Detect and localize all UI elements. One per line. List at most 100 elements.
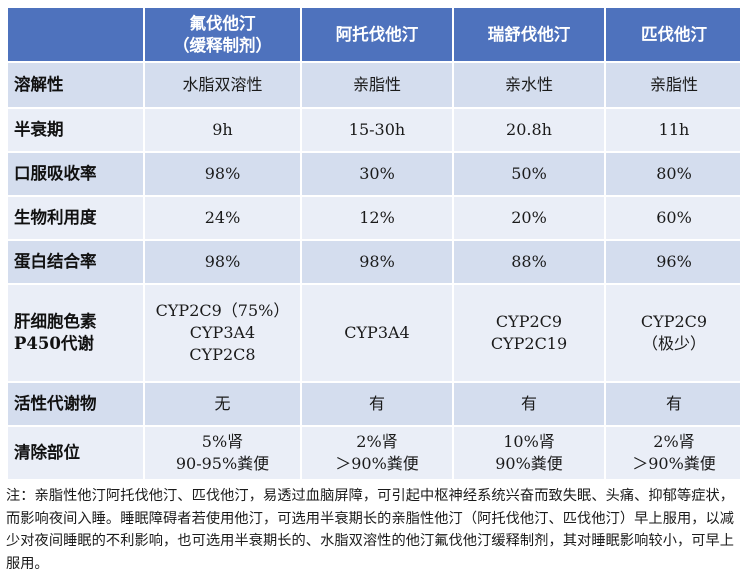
table-cell: 有 [302,383,452,425]
cell-line: 有 [665,394,682,413]
cell-line: 匹伐他汀 [641,24,707,44]
cell-line: 2%肾 [356,432,398,451]
cell-line: 24% [204,208,241,227]
row-header: 溶解性 [8,63,143,107]
row-header: 口服吸收率 [8,153,143,195]
table-cell: 96% [606,241,740,283]
cell-line: 清除部位 [14,443,80,462]
cell-line: CYP3A4 [189,323,256,342]
cell-line: 瑞舒伐他汀 [487,24,571,44]
cell-line: 肝细胞色素 [14,312,97,331]
cell-line: CYP2C8 [189,345,256,364]
table-cell: 20.8h [454,109,604,151]
row-header: 蛋白结合率 [8,241,143,283]
table-cell: 2%肾 ＞90%粪便 [606,427,740,479]
cell-line: ＞90%粪便 [335,454,419,473]
cell-line: CYP2C9 [495,312,563,331]
cell-line: 蛋白结合率 [14,252,97,271]
header-corner-cell [8,8,143,61]
table-cell: 98% [302,241,452,283]
table-body: 溶解性 水脂双溶性 亲脂性 亲水性 亲脂性半衰期 9h 15-30h 20.8h 11h 口服吸收… [8,63,740,479]
cell-line: （缓释制剂） [173,35,272,55]
table-cell: 12% [302,197,452,239]
table-cell: 亲脂性 [302,63,452,107]
table-cell: 10%肾 90%粪便 [454,427,604,479]
column-header: 阿托伐他汀 [302,8,452,61]
cell-line: 15-30h [348,120,406,139]
cell-line: 活性代谢物 [14,394,97,413]
cell-line: 无 [214,394,231,413]
cell-line: 溶解性 [14,75,64,94]
cell-line: CYP2C9（75%） [155,301,290,320]
table-cell: 80% [606,153,740,195]
table-row: 生物利用度 24% 12% 20% 60% [8,197,740,239]
table-cell: CYP2C9（75%） CYP3A4 CYP2C8 [145,285,300,381]
table-cell: 9h [145,109,300,151]
table-cell: 有 [606,383,740,425]
table-cell: 50% [454,153,604,195]
table-cell: 98% [145,241,300,283]
table-cell: 亲水性 [454,63,604,107]
cell-line: 20% [511,208,547,227]
table-row: 半衰期 9h 15-30h 20.8h 11h [8,109,740,151]
cell-line: 96% [656,252,692,271]
cell-line: CYP2C9 [640,312,708,331]
cell-line: 11h [658,120,690,139]
column-header: 瑞舒伐他汀 [454,8,604,61]
statin-comparison-table: 氟伐他汀 （缓释制剂） 阿托伐他汀 瑞舒伐他汀 匹伐他汀 溶解性 水脂双溶性 亲脂性 亲水性 亲… [6,6,740,481]
table-cell: 有 [454,383,604,425]
cell-line: ＞90%粪便 [632,454,716,473]
table-cell: 亲脂性 [606,63,740,107]
cell-line: 口服吸收率 [14,164,97,183]
cell-line: 12% [359,208,395,227]
cell-line: （极少） [641,334,706,353]
table-row: 蛋白结合率 98% 98% 88% 96% [8,241,740,283]
column-header: 匹伐他汀 [606,8,740,61]
table-cell: 5%肾 90-95%粪便 [145,427,300,479]
cell-line: 30% [359,164,395,183]
table-cell: CYP2C9 （极少） [606,285,740,381]
row-header: 半衰期 [8,109,143,151]
column-header: 氟伐他汀 （缓释制剂） [145,8,300,61]
table-cell: 24% [145,197,300,239]
table-cell: 水脂双溶性 [145,63,300,107]
table-cell: 无 [145,383,300,425]
cell-line: 有 [520,394,537,413]
table-row: 活性代谢物 无 有 有 有 [8,383,740,425]
table-row: 口服吸收率 98% 30% 50% 80% [8,153,740,195]
cell-line: 60% [656,208,692,227]
cell-line: 有 [368,394,385,413]
cell-line: 氟伐他汀 [189,13,256,33]
cell-line: 水脂双溶性 [182,75,263,94]
cell-line: 90-95%粪便 [175,454,270,473]
cell-line: P450代谢 [14,334,94,353]
cell-line: 阿托伐他汀 [335,24,419,44]
cell-line: 2%肾 [653,432,695,451]
cell-line: 9h [212,120,233,139]
table-cell: 2%肾 ＞90%粪便 [302,427,452,479]
cell-line: CYP2C19 [490,334,568,353]
table-cell: CYP2C9 CYP2C19 [454,285,604,381]
table-row: 肝细胞色素 P450代谢 CYP2C9（75%） CYP3A4 CYP2C8 CYP3A4… [8,285,740,381]
table-cell: 30% [302,153,452,195]
cell-line: 半衰期 [14,120,64,139]
table-row: 溶解性 水脂双溶性 亲脂性 亲水性 亲脂性 [8,63,740,107]
cell-line: 88% [511,252,547,271]
table-header-row: 氟伐他汀 （缓释制剂） 阿托伐他汀 瑞舒伐他汀 匹伐他汀 [8,8,740,61]
cell-line: 亲水性 [504,75,553,94]
table-cell: 60% [606,197,740,239]
cell-line: 80% [656,164,692,183]
row-header: 肝细胞色素 P450代谢 [8,285,143,381]
cell-line: 98% [204,252,241,271]
cell-line: 98% [204,164,241,183]
cell-line: 5%肾 [201,432,244,451]
cell-line: 亲脂性 [649,75,698,94]
table-cell: 98% [145,153,300,195]
cell-line: 生物利用度 [14,208,97,227]
footnote: 注：亲脂性他汀阿托伐他汀、匹伐他汀，易透过血脑屏障，可引起中枢神经系统兴奋而致失… [6,488,734,572]
table-cell: 20% [454,197,604,239]
table-cell: 15-30h [302,109,452,151]
cell-line: 98% [359,252,395,271]
table-row: 清除部位 5%肾 90-95%粪便 2%肾 ＞90%粪便 10%肾 90%粪便 2%肾 ＞90%… [8,427,740,479]
